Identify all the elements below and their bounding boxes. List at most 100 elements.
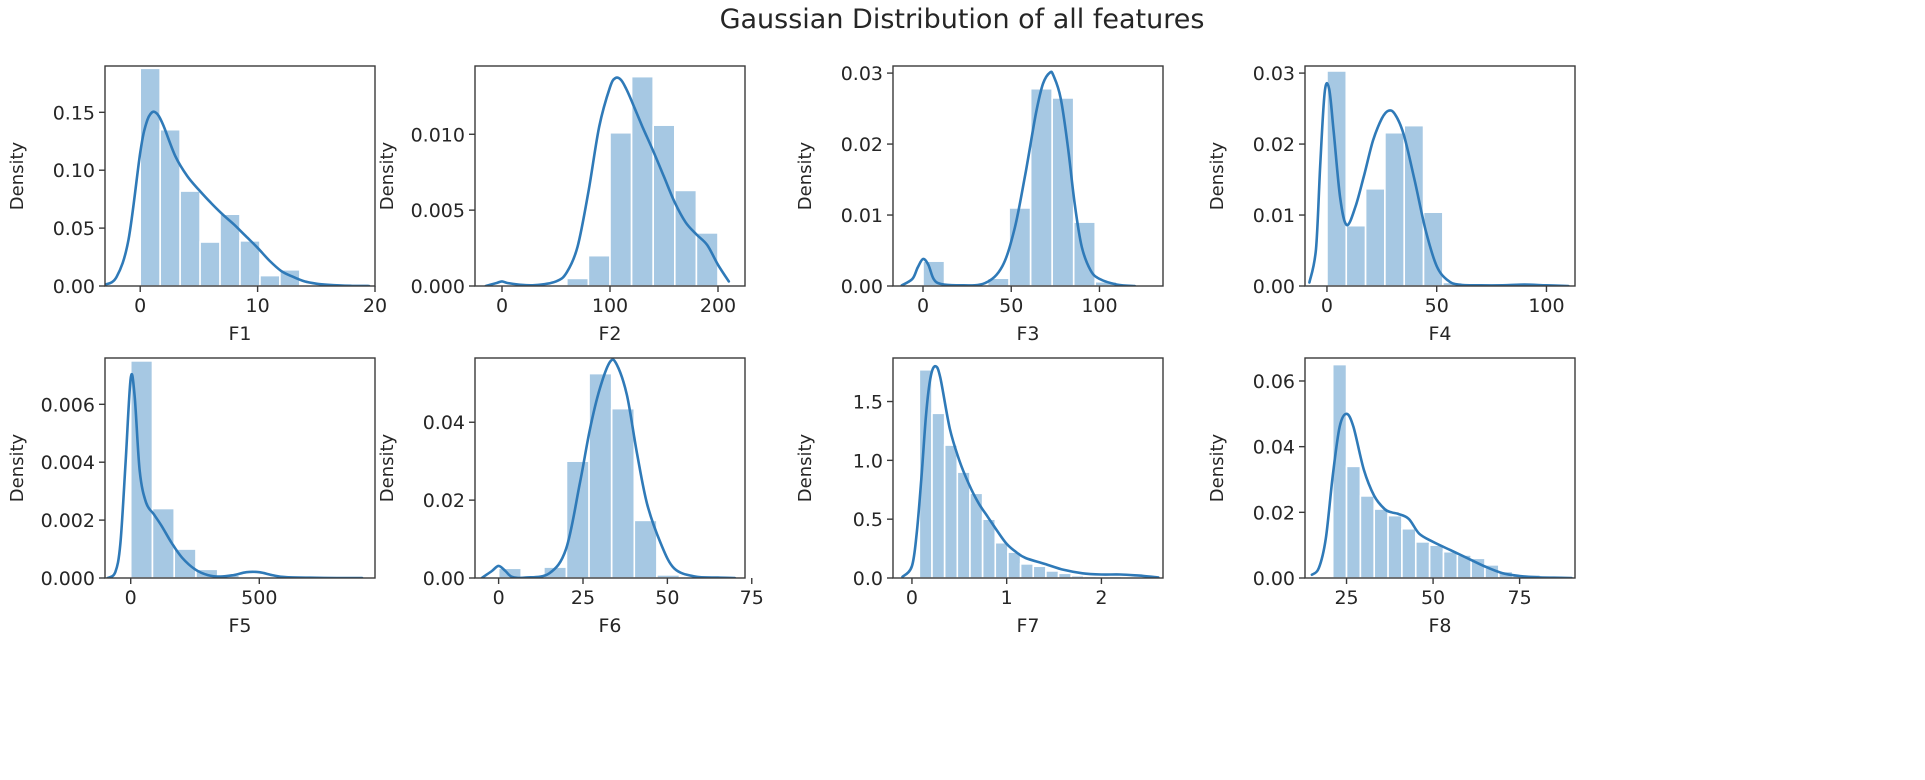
histogram	[129, 360, 306, 578]
histogram-bar	[588, 372, 613, 578]
axes-frame	[892, 65, 1164, 287]
subplot-1: 0 10 20 0.00 0.05 0.10 0.15 F1 Density	[7, 65, 387, 345]
histogram-bar	[609, 131, 633, 286]
histogram-bar	[1051, 97, 1075, 286]
axes-frame	[892, 357, 1164, 579]
histogram-bar	[943, 444, 959, 578]
y-tick-label: 0.010	[411, 124, 465, 146]
histogram-bar	[1019, 563, 1035, 578]
x-tick-label: 0	[496, 295, 508, 317]
histogram-bar	[139, 67, 161, 286]
y-tick-label: 0.00	[53, 276, 95, 298]
axes-frame	[104, 357, 376, 579]
y-axis-label: Density	[7, 141, 28, 210]
x-tick-label: 0	[134, 295, 146, 317]
x-axis-label: F2	[598, 323, 621, 345]
y-axis-label: Density	[377, 433, 398, 502]
y-axis-label: Density	[795, 433, 816, 502]
histogram-bar	[922, 260, 946, 286]
y-tick-label: 0.02	[423, 490, 465, 512]
y-tick-label: 0.01	[1253, 205, 1295, 227]
kde-line	[106, 372, 364, 578]
axes-frame	[1304, 357, 1576, 579]
subplot-8: 25 50 75 0.00 0.02 0.04 0.06 F8 Density	[1207, 357, 1576, 637]
y-tick-label: 0.00	[423, 568, 465, 590]
y-tick-label: 0.15	[53, 102, 95, 124]
y-tick-label: 0.004	[41, 452, 95, 474]
axes-frame	[474, 357, 746, 579]
x-tick-label: 100	[1528, 295, 1564, 317]
histogram	[1326, 70, 1483, 286]
histogram-bar	[673, 189, 698, 286]
histogram-bar	[219, 213, 241, 286]
histogram-bar	[565, 277, 590, 286]
y-tick-label: 0.00	[841, 276, 883, 298]
x-tick-label: 0	[917, 295, 929, 317]
x-tick-label: 50	[999, 295, 1023, 317]
y-axis-label: Density	[1207, 433, 1228, 502]
x-tick-label: 75	[1508, 587, 1532, 609]
subplot-3: 0 50 100 0.00 0.01 0.02 0.03 F3 Density	[795, 63, 1164, 345]
x-tick-label: 0	[906, 587, 918, 609]
y-tick-label: 0.03	[841, 63, 883, 85]
x-tick-label: 2	[1095, 587, 1107, 609]
x-tick-label: 25	[571, 587, 595, 609]
y-axis-label: Density	[7, 433, 28, 502]
histogram-bar	[994, 541, 1009, 578]
kde-line	[1310, 412, 1573, 578]
axes-frame	[1304, 65, 1576, 287]
y-tick-label: 0.006	[41, 394, 95, 416]
histogram-bar	[1359, 495, 1376, 578]
kde-line	[484, 76, 731, 286]
x-axis-label: F6	[598, 615, 621, 637]
x-tick-label: 500	[241, 587, 277, 609]
x-tick-label: 100	[592, 295, 628, 317]
y-tick-label: 0.02	[1253, 134, 1295, 156]
y-tick-label: 0.04	[1253, 437, 1295, 459]
histogram-bar	[610, 407, 636, 578]
y-tick-label: 0.10	[53, 160, 95, 182]
x-tick-label: 1	[1001, 587, 1013, 609]
histogram-bar	[652, 124, 676, 286]
y-tick-label: 0.02	[1253, 502, 1295, 524]
y-tick-label: 0.03	[1253, 63, 1295, 85]
kde-line	[480, 358, 737, 578]
y-tick-label: 0.0	[853, 568, 883, 590]
x-tick-label: 50	[1425, 295, 1449, 317]
x-tick-label: 0	[493, 587, 505, 609]
histogram-bar	[1008, 207, 1032, 286]
y-axis-label: Density	[795, 141, 816, 210]
kde-line	[901, 364, 1160, 578]
histogram-bar	[1387, 514, 1403, 578]
x-tick-label: 0	[125, 587, 137, 609]
y-tick-label: 1.0	[853, 450, 883, 472]
x-axis-label: F8	[1428, 615, 1451, 637]
histogram	[139, 67, 301, 286]
x-tick-label: 25	[1334, 587, 1358, 609]
x-tick-label: 200	[700, 295, 736, 317]
y-tick-label: 0.04	[423, 412, 465, 434]
subplot-5: 0 500 0.000 0.002 0.004 0.006 F5 Density	[7, 357, 376, 637]
kde-line	[105, 110, 371, 286]
histogram-bar	[1032, 565, 1047, 578]
y-tick-label: 0.005	[411, 200, 465, 222]
histogram-bar	[931, 412, 946, 578]
histogram	[497, 372, 703, 578]
histogram-bar	[1007, 551, 1022, 578]
histogram	[922, 87, 1118, 286]
histogram-bar	[1428, 544, 1445, 578]
y-tick-label: 0.002	[41, 510, 95, 532]
histogram-bar	[1384, 131, 1406, 286]
histogram-bar	[1403, 124, 1425, 286]
histogram-bar	[587, 254, 611, 286]
y-axis-label: Density	[377, 141, 398, 210]
x-tick-label: 0	[1321, 295, 1333, 317]
y-tick-label: 0.000	[411, 276, 465, 298]
y-tick-label: 0.05	[53, 218, 95, 240]
subplot-7: 0 1 2 0.0 0.5 1.0 1.5 F7 Density	[795, 357, 1164, 637]
histogram-bar	[259, 274, 281, 286]
y-axis-label: Density	[1207, 141, 1228, 210]
y-tick-label: 0.00	[1253, 568, 1295, 590]
